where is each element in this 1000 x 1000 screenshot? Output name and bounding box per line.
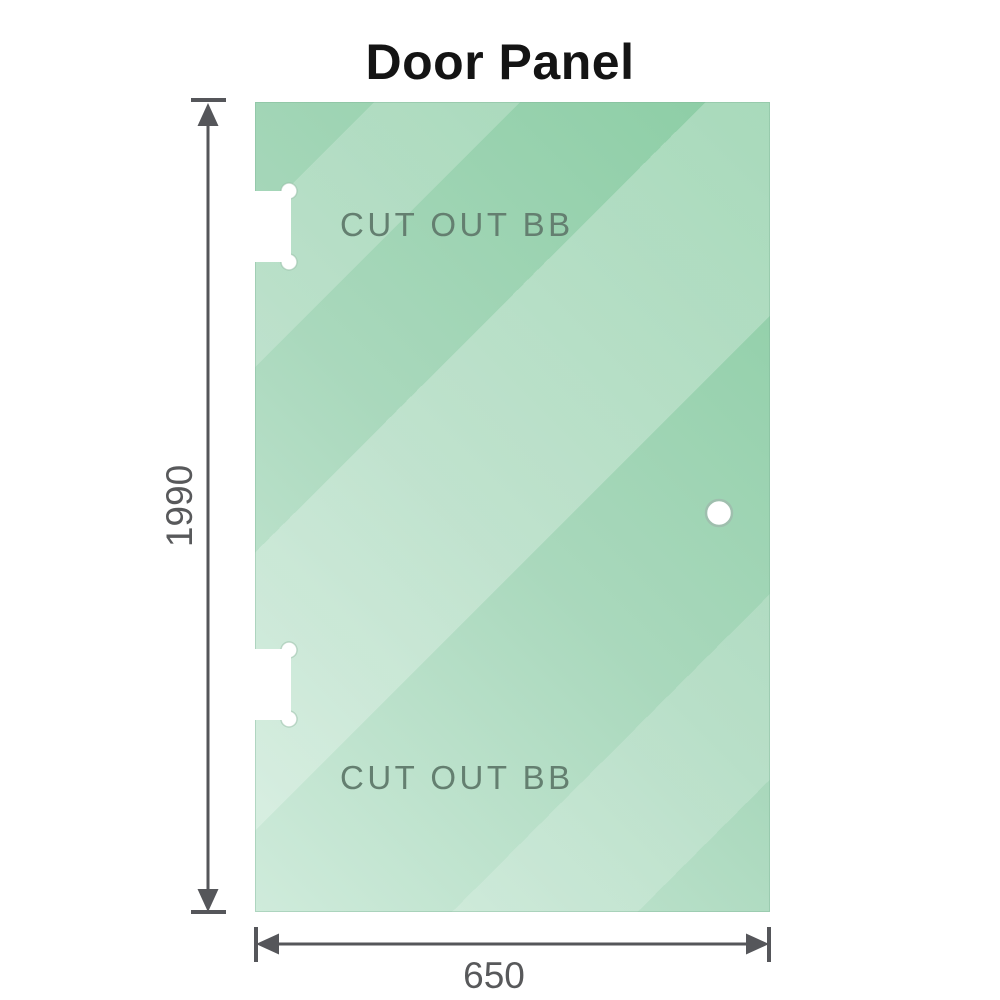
page-title: Door Panel (365, 34, 635, 90)
width-dimension-label: 650 (463, 955, 525, 996)
arrowhead-left-icon (256, 933, 279, 955)
arrowhead-down-icon (197, 889, 219, 912)
height-dimension-label: 1990 (158, 464, 200, 548)
cutout-label-bottom: CUT OUT BB (340, 759, 574, 796)
arrowhead-up-icon (197, 103, 219, 126)
glass-panel (255, 102, 770, 912)
arrowhead-right-icon (746, 933, 769, 955)
cutout-label-top: CUT OUT BB (340, 206, 574, 243)
